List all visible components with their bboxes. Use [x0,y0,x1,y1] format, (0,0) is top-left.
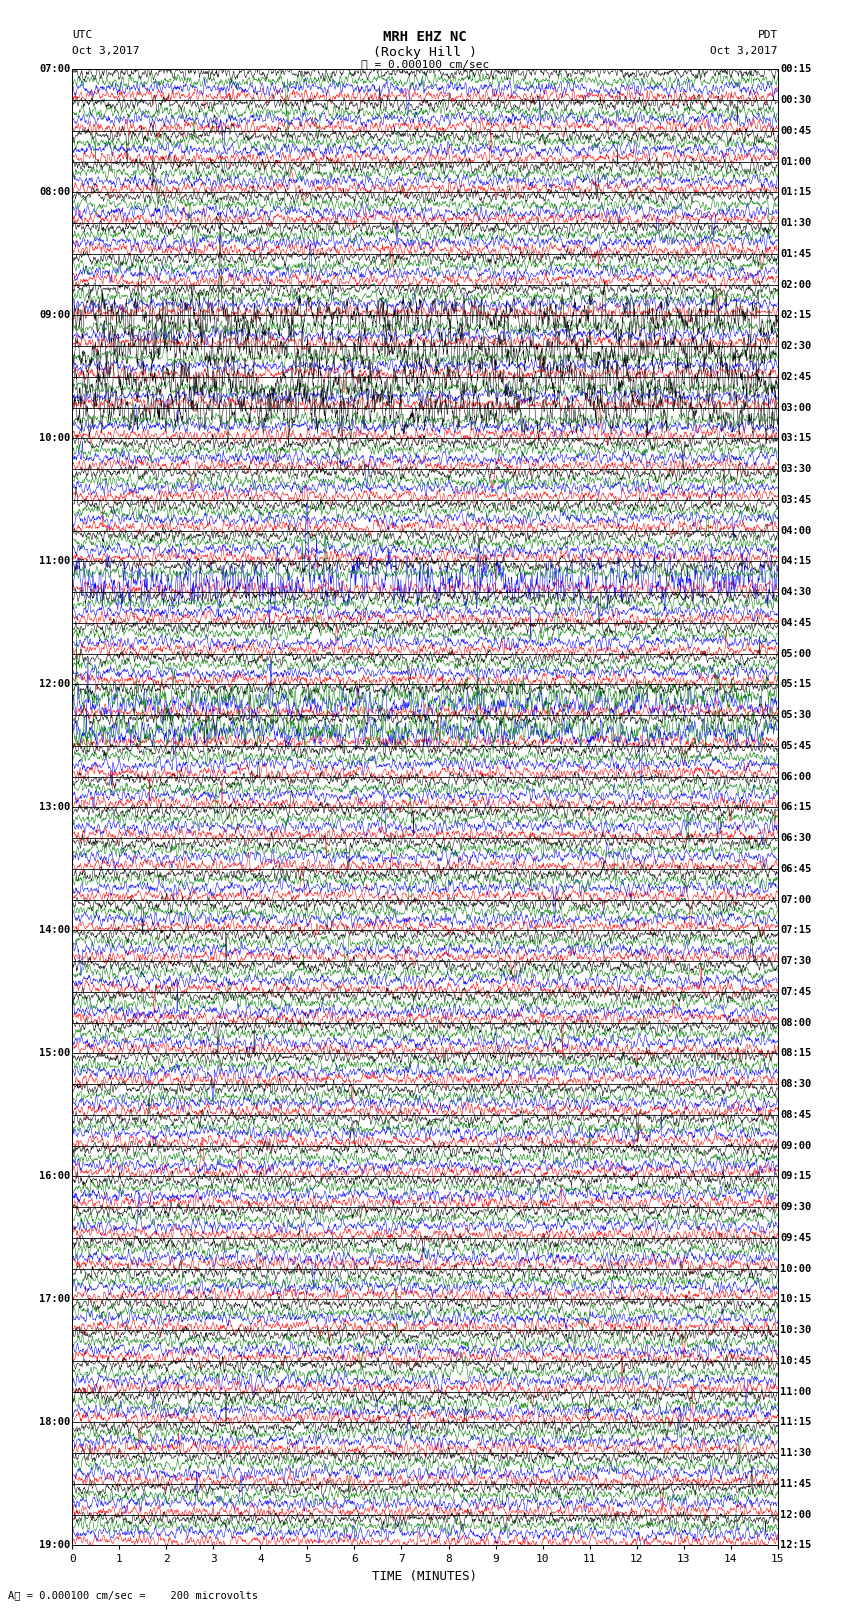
Text: 02:30: 02:30 [780,340,812,352]
Text: 14:00: 14:00 [39,926,71,936]
Text: 05:00: 05:00 [780,648,812,658]
Text: 00:30: 00:30 [780,95,812,105]
Text: 08:00: 08:00 [39,187,71,197]
Text: 17:00: 17:00 [39,1294,71,1305]
Text: 07:45: 07:45 [780,987,812,997]
Text: MRH EHZ NC: MRH EHZ NC [383,31,467,44]
Text: 01:30: 01:30 [780,218,812,227]
Text: 07:00: 07:00 [780,895,812,905]
Text: 13:00: 13:00 [39,802,71,813]
Text: 10:30: 10:30 [780,1324,812,1336]
Text: 10:00: 10:00 [780,1263,812,1274]
Text: 07:30: 07:30 [780,957,812,966]
Text: 04:45: 04:45 [780,618,812,627]
Text: 10:45: 10:45 [780,1357,812,1366]
Text: 09:45: 09:45 [780,1232,812,1242]
Text: 00:45: 00:45 [780,126,812,135]
Text: 03:30: 03:30 [780,465,812,474]
Text: 12:00: 12:00 [780,1510,812,1519]
Text: 05:30: 05:30 [780,710,812,719]
Text: 09:00: 09:00 [39,310,71,321]
Text: 18:00: 18:00 [39,1418,71,1428]
Text: (Rocky Hill ): (Rocky Hill ) [373,45,477,60]
Text: 03:45: 03:45 [780,495,812,505]
Text: 08:15: 08:15 [780,1048,812,1058]
Text: ⎸ = 0.000100 cm/sec: ⎸ = 0.000100 cm/sec [361,58,489,69]
Text: Oct 3,2017: Oct 3,2017 [72,45,139,56]
Text: 08:30: 08:30 [780,1079,812,1089]
Text: 11:00: 11:00 [780,1387,812,1397]
Text: 06:30: 06:30 [780,832,812,844]
Text: 19:00: 19:00 [39,1540,71,1550]
Text: 02:00: 02:00 [780,279,812,290]
Text: 10:00: 10:00 [39,434,71,444]
Text: 11:00: 11:00 [39,556,71,566]
Text: 00:15: 00:15 [780,65,812,74]
Text: 12:15: 12:15 [780,1540,812,1550]
Text: PDT: PDT [757,31,778,40]
Text: 06:00: 06:00 [780,771,812,782]
Text: 06:15: 06:15 [780,802,812,813]
Text: 06:45: 06:45 [780,865,812,874]
Text: 09:00: 09:00 [780,1140,812,1150]
Text: 08:00: 08:00 [780,1018,812,1027]
Text: 04:00: 04:00 [780,526,812,536]
Text: A⎸ = 0.000100 cm/sec =    200 microvolts: A⎸ = 0.000100 cm/sec = 200 microvolts [8,1590,258,1600]
Text: 07:00: 07:00 [39,65,71,74]
Text: 10:15: 10:15 [780,1294,812,1305]
Text: 01:15: 01:15 [780,187,812,197]
Text: 09:15: 09:15 [780,1171,812,1181]
Text: 03:15: 03:15 [780,434,812,444]
Text: 01:00: 01:00 [780,156,812,166]
Text: Oct 3,2017: Oct 3,2017 [711,45,778,56]
Text: 03:00: 03:00 [780,403,812,413]
Text: 05:45: 05:45 [780,740,812,750]
Text: 11:45: 11:45 [780,1479,812,1489]
Text: 02:15: 02:15 [780,310,812,321]
Text: 04:30: 04:30 [780,587,812,597]
Text: 05:15: 05:15 [780,679,812,689]
X-axis label: TIME (MINUTES): TIME (MINUTES) [372,1569,478,1582]
Text: 11:15: 11:15 [780,1418,812,1428]
Text: 01:45: 01:45 [780,248,812,258]
Text: 02:45: 02:45 [780,373,812,382]
Text: 09:30: 09:30 [780,1202,812,1211]
Text: 08:45: 08:45 [780,1110,812,1119]
Text: 04:15: 04:15 [780,556,812,566]
Text: 15:00: 15:00 [39,1048,71,1058]
Text: 07:15: 07:15 [780,926,812,936]
Text: UTC: UTC [72,31,93,40]
Text: 16:00: 16:00 [39,1171,71,1181]
Text: 11:30: 11:30 [780,1448,812,1458]
Text: 12:00: 12:00 [39,679,71,689]
